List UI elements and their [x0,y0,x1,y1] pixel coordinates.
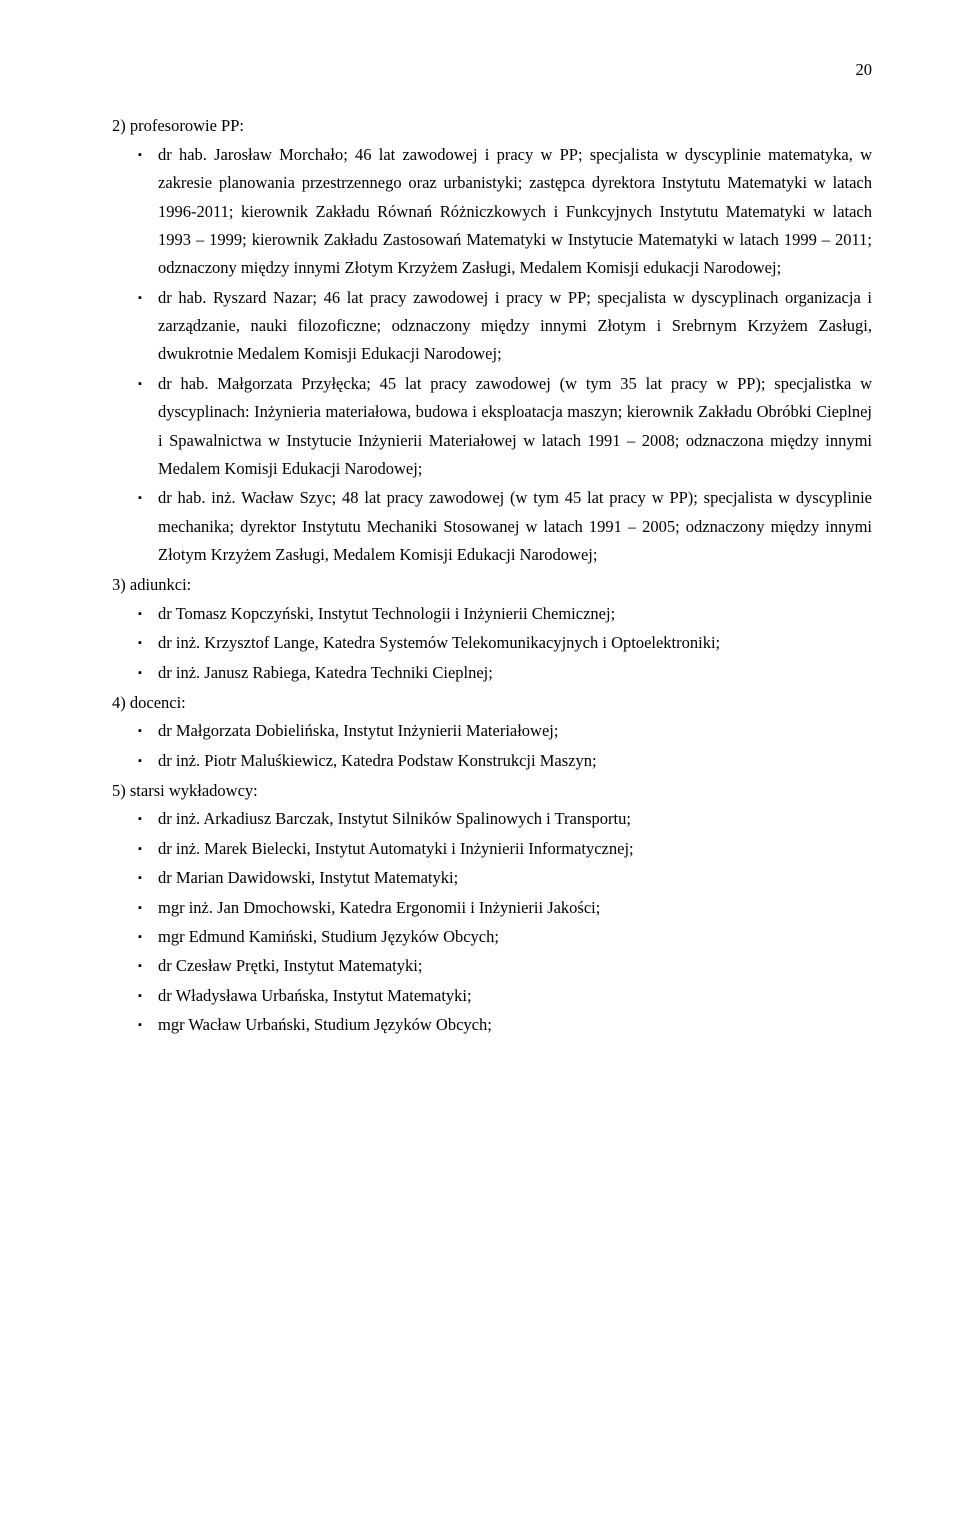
list-item: dr hab. Jarosław Morchało; 46 lat zawodo… [112,141,872,283]
list-item: dr Władysława Urbańska, Instytut Matemat… [112,982,872,1010]
section-senior-lecturers: 5) starsi wykładowcy: dr inż. Arkadiusz … [112,777,872,1039]
list-item: mgr inż. Jan Dmochowski, Katedra Ergonom… [112,894,872,922]
list-item: dr inż. Janusz Rabiega, Katedra Techniki… [112,659,872,687]
list-item: dr hab. Małgorzata Przyłęcka; 45 lat pra… [112,370,872,484]
section-adjuncts: 3) adiunkci: dr Tomasz Kopczyński, Insty… [112,571,872,687]
bullet-list: dr Małgorzata Dobielińska, Instytut Inży… [112,717,872,775]
list-item: mgr Edmund Kamiński, Studium Języków Obc… [112,923,872,951]
list-item: dr hab. Ryszard Nazar; 46 lat pracy zawo… [112,284,872,369]
bullet-list: dr hab. Jarosław Morchało; 46 lat zawodo… [112,141,872,570]
list-item: dr Tomasz Kopczyński, Instytut Technolog… [112,600,872,628]
section-heading: 2) profesorowie PP: [112,112,872,140]
list-item: dr inż. Marek Bielecki, Instytut Automat… [112,835,872,863]
section-professors: 2) profesorowie PP: dr hab. Jarosław Mor… [112,112,872,569]
list-item: dr Marian Dawidowski, Instytut Matematyk… [112,864,872,892]
list-item: dr Małgorzata Dobielińska, Instytut Inży… [112,717,872,745]
list-item: dr hab. inż. Wacław Szyc; 48 lat pracy z… [112,484,872,569]
bullet-list: dr Tomasz Kopczyński, Instytut Technolog… [112,600,872,687]
section-docents: 4) docenci: dr Małgorzata Dobielińska, I… [112,689,872,775]
section-heading: 4) docenci: [112,689,872,717]
section-heading: 5) starsi wykładowcy: [112,777,872,805]
list-item: mgr Wacław Urbański, Studium Języków Obc… [112,1011,872,1039]
bullet-list: dr inż. Arkadiusz Barczak, Instytut Siln… [112,805,872,1039]
section-heading: 3) adiunkci: [112,571,872,599]
page-number: 20 [112,56,872,84]
list-item: dr Czesław Prętki, Instytut Matematyki; [112,952,872,980]
content: 2) profesorowie PP: dr hab. Jarosław Mor… [112,112,872,1039]
page: 20 2) profesorowie PP: dr hab. Jarosław … [0,0,960,1515]
list-item: dr inż. Arkadiusz Barczak, Instytut Siln… [112,805,872,833]
list-item: dr inż. Krzysztof Lange, Katedra Systemó… [112,629,872,657]
list-item: dr inż. Piotr Maluśkiewicz, Katedra Pods… [112,747,872,775]
